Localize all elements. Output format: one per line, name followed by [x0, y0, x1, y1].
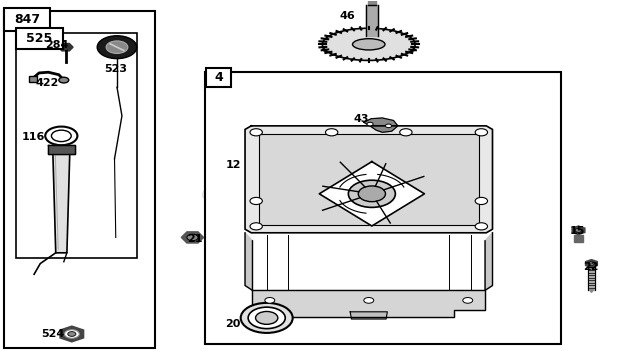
Text: 524: 524 — [41, 329, 64, 339]
Circle shape — [588, 262, 595, 265]
Text: eReplacementParts.com: eReplacementParts.com — [200, 185, 420, 203]
Polygon shape — [572, 226, 585, 234]
Bar — [16, 28, 63, 49]
Polygon shape — [53, 145, 70, 253]
Polygon shape — [368, 0, 376, 5]
Circle shape — [255, 312, 278, 324]
Circle shape — [45, 127, 78, 145]
Circle shape — [475, 129, 487, 136]
Text: 4: 4 — [214, 71, 223, 84]
Polygon shape — [590, 290, 593, 293]
Circle shape — [187, 234, 198, 241]
Circle shape — [59, 77, 69, 83]
Text: 15: 15 — [570, 227, 585, 236]
Circle shape — [364, 298, 374, 303]
Circle shape — [367, 122, 373, 126]
Bar — [29, 76, 37, 81]
Circle shape — [348, 180, 396, 208]
Circle shape — [250, 223, 262, 230]
Polygon shape — [485, 233, 492, 290]
Polygon shape — [252, 290, 485, 317]
Polygon shape — [366, 5, 378, 36]
Circle shape — [106, 41, 128, 53]
Polygon shape — [585, 260, 597, 267]
Circle shape — [265, 298, 275, 303]
Circle shape — [386, 124, 392, 128]
Text: 43: 43 — [353, 114, 369, 124]
Text: 20: 20 — [225, 320, 241, 329]
Text: 22: 22 — [583, 262, 599, 272]
Circle shape — [64, 330, 79, 338]
Circle shape — [248, 307, 285, 328]
Text: 284: 284 — [45, 41, 69, 50]
Ellipse shape — [353, 39, 385, 50]
Polygon shape — [364, 118, 398, 132]
Circle shape — [250, 197, 262, 205]
Bar — [4, 8, 50, 31]
Polygon shape — [588, 267, 595, 290]
Circle shape — [97, 36, 137, 59]
Circle shape — [241, 303, 293, 333]
Circle shape — [575, 228, 582, 232]
Text: 422: 422 — [35, 78, 59, 88]
Circle shape — [68, 332, 76, 336]
Text: 525: 525 — [26, 32, 53, 45]
Polygon shape — [181, 232, 203, 243]
Text: 21: 21 — [187, 233, 203, 243]
Polygon shape — [48, 145, 75, 154]
Bar — [4, 11, 156, 348]
Polygon shape — [245, 126, 492, 233]
Circle shape — [400, 129, 412, 136]
Polygon shape — [350, 312, 388, 319]
Bar — [259, 134, 479, 225]
Circle shape — [51, 130, 71, 141]
Circle shape — [475, 223, 487, 230]
Text: 116: 116 — [22, 132, 45, 141]
Bar — [206, 67, 231, 87]
Circle shape — [250, 129, 262, 136]
Polygon shape — [245, 233, 252, 290]
Circle shape — [475, 197, 487, 205]
Polygon shape — [319, 162, 425, 226]
Text: 523: 523 — [105, 64, 128, 74]
Polygon shape — [58, 43, 73, 51]
Text: 12: 12 — [225, 160, 241, 170]
Polygon shape — [60, 326, 84, 342]
Bar — [205, 72, 560, 344]
Text: 847: 847 — [14, 13, 40, 26]
Ellipse shape — [322, 45, 415, 55]
Bar — [16, 33, 137, 258]
Circle shape — [326, 129, 338, 136]
Polygon shape — [574, 234, 583, 242]
Circle shape — [358, 186, 386, 202]
Circle shape — [463, 298, 472, 303]
Text: 46: 46 — [340, 11, 355, 21]
Ellipse shape — [322, 28, 415, 60]
